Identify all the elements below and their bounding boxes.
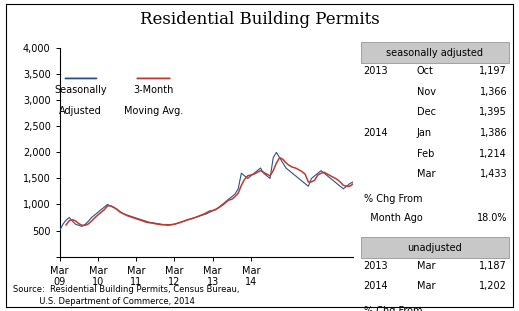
Text: Source:  Residential Building Permits, Census Bureau,: Source: Residential Building Permits, Ce… <box>13 285 239 294</box>
Text: Feb: Feb <box>417 149 434 159</box>
Text: 1,197: 1,197 <box>480 66 507 76</box>
Text: Seasonally: Seasonally <box>54 85 106 95</box>
Text: Jan: Jan <box>417 128 432 138</box>
Text: Mar: Mar <box>417 169 435 179</box>
Text: 2014: 2014 <box>364 281 388 291</box>
Text: Mar: Mar <box>417 281 435 291</box>
FancyBboxPatch shape <box>361 42 509 63</box>
Text: U.S. Department of Commerce, 2014: U.S. Department of Commerce, 2014 <box>13 297 195 306</box>
Text: Dec: Dec <box>417 107 436 117</box>
Text: 2014: 2014 <box>364 128 388 138</box>
Text: 1,433: 1,433 <box>480 169 507 179</box>
Text: Nov: Nov <box>417 86 436 97</box>
Text: Mar: Mar <box>417 261 435 271</box>
Text: 1,395: 1,395 <box>480 107 507 117</box>
Text: % Chg From: % Chg From <box>364 193 422 204</box>
Text: 1,386: 1,386 <box>480 128 507 138</box>
FancyBboxPatch shape <box>361 237 509 258</box>
Text: Month Ago: Month Ago <box>364 213 422 224</box>
Text: % Chg From: % Chg From <box>364 306 422 311</box>
Text: 2013: 2013 <box>364 66 388 76</box>
Text: Moving Avg.: Moving Avg. <box>124 105 183 115</box>
Text: 1,366: 1,366 <box>480 86 507 97</box>
Text: 1,202: 1,202 <box>479 281 507 291</box>
Text: Residential Building Permits: Residential Building Permits <box>140 11 379 28</box>
Text: Oct: Oct <box>417 66 434 76</box>
Text: 18.0%: 18.0% <box>476 213 507 224</box>
Text: 1,187: 1,187 <box>480 261 507 271</box>
Text: unadjusted: unadjusted <box>407 243 462 253</box>
Text: 3-Month: 3-Month <box>133 85 174 95</box>
Text: 1,214: 1,214 <box>480 149 507 159</box>
Text: seasonally adjusted: seasonally adjusted <box>386 48 483 58</box>
Text: 2013: 2013 <box>364 261 388 271</box>
Text: Adjusted: Adjusted <box>59 105 102 115</box>
